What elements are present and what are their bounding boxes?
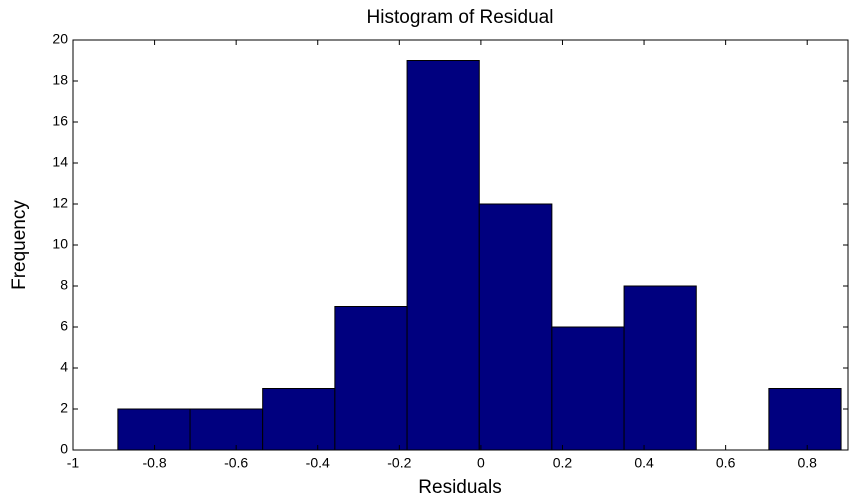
x-tick-label: -1 — [67, 455, 80, 471]
x-tick-label: -0.2 — [387, 455, 411, 471]
x-tick-label: 0.2 — [553, 455, 573, 471]
x-tick-label: 0.6 — [716, 455, 736, 471]
bar — [262, 388, 336, 451]
y-tick-label: 2 — [60, 400, 68, 416]
bar — [334, 306, 408, 451]
bar — [623, 285, 697, 451]
bar — [768, 388, 842, 451]
y-tick-label: 6 — [60, 318, 68, 334]
y-tick-label: 14 — [52, 154, 68, 170]
y-tick-label: 12 — [52, 195, 68, 211]
bar — [189, 408, 264, 451]
y-tick-label: 0 — [60, 441, 68, 457]
bar — [551, 326, 625, 451]
y-tick-label: 16 — [52, 113, 68, 129]
chart-title: Histogram of Residual — [367, 7, 554, 28]
bar — [478, 203, 553, 451]
bar — [406, 60, 480, 451]
x-tick-label: -0.6 — [224, 455, 248, 471]
y-tick-label: 20 — [52, 31, 68, 47]
bar — [117, 408, 191, 451]
x-axis-label: Residuals — [418, 477, 501, 498]
y-tick-label: 10 — [52, 236, 68, 252]
x-tick-label: 0.4 — [634, 455, 654, 471]
y-tick-label: 18 — [52, 72, 68, 88]
x-tick-label: -0.4 — [306, 455, 330, 471]
x-tick-label: 0 — [477, 455, 485, 471]
x-tick-label: 0.8 — [797, 455, 817, 471]
y-tick-label: 8 — [60, 277, 68, 293]
y-axis-label: Frequency — [9, 200, 30, 290]
y-tick-label: 4 — [60, 359, 68, 375]
x-tick-label: -0.8 — [143, 455, 167, 471]
